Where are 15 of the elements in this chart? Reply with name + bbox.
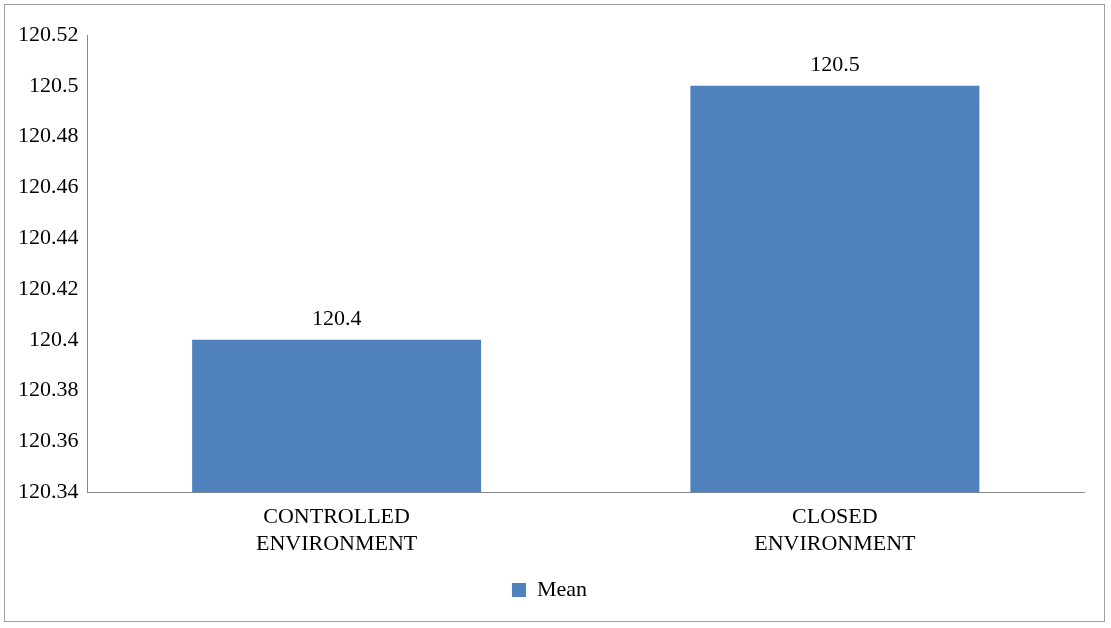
x-tick-label: CLOSED ENVIRONMENT (754, 503, 917, 555)
y-tick-label: 120.38 (18, 376, 79, 402)
data-label: 120.5 (810, 50, 860, 76)
y-tick-label: 120.52 (18, 20, 79, 46)
y-tick-label: 120.34 (18, 477, 79, 503)
y-tick-label: 120.48 (18, 122, 79, 148)
legend-label: Mean (536, 575, 588, 601)
y-tick-label: 120.46 (18, 173, 79, 199)
y-tick-label: 120.44 (18, 223, 79, 249)
y-tick-label: 120.36 (18, 427, 79, 453)
x-tick-label: CONTROLLED ENVIRONMENT (255, 503, 418, 555)
y-tick-label: 120.5 (29, 71, 79, 97)
data-label: 120.4 (311, 304, 362, 330)
y-tick-label: 120.4 (29, 325, 79, 351)
y-tick-label: 120.42 (18, 274, 79, 300)
